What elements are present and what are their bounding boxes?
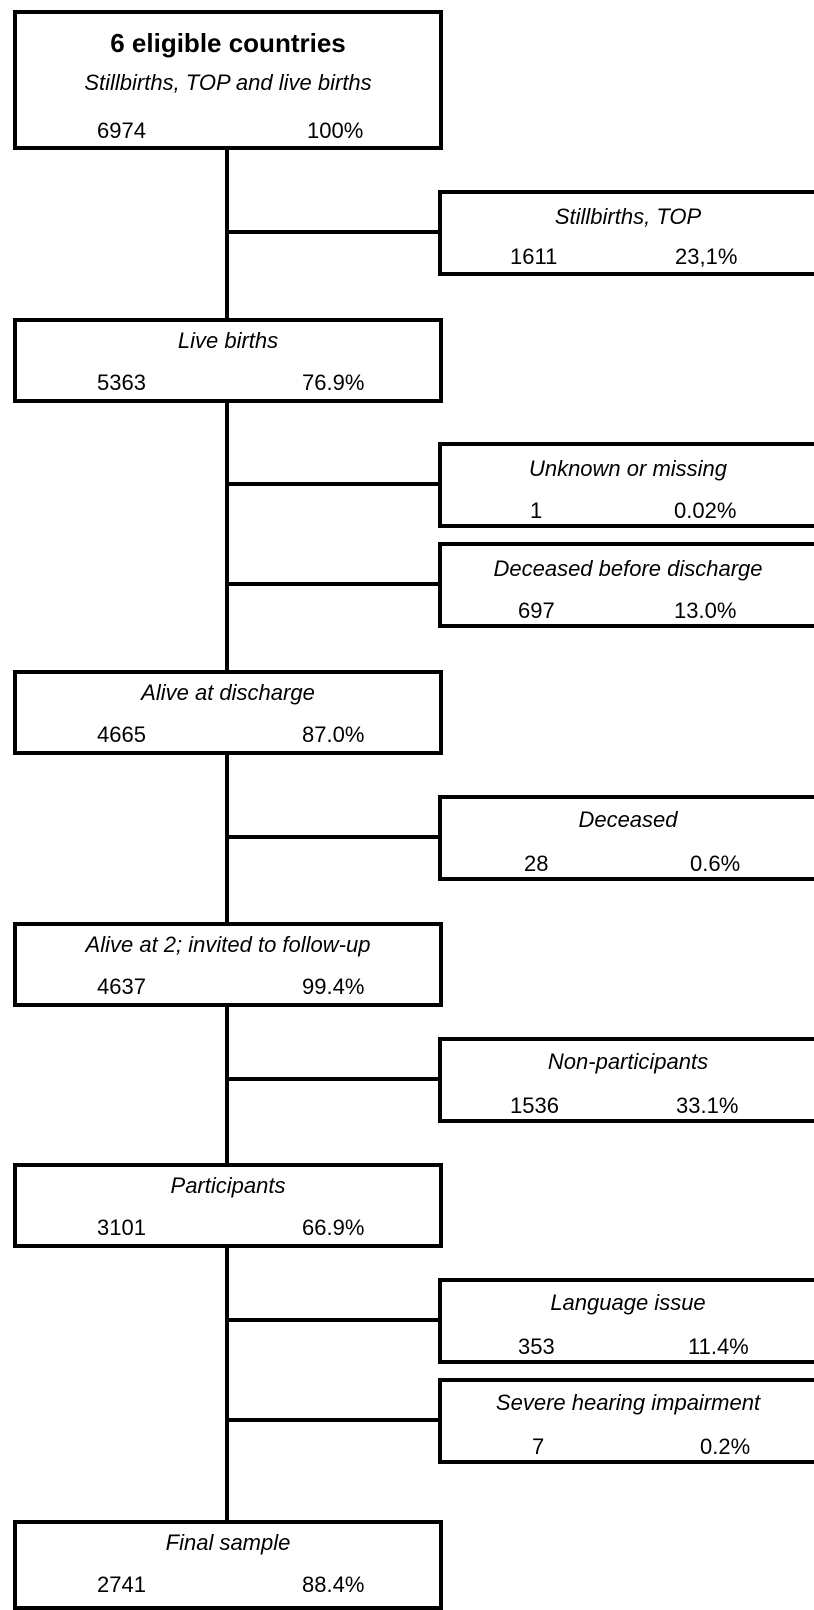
box-title: Final sample — [165, 1530, 291, 1555]
branch-line-deceased-before-discharge — [225, 582, 440, 586]
box-unknown-or-missing: Unknown or missing 1 0.02% — [438, 442, 814, 528]
box-count: 1611 — [510, 244, 558, 269]
box-percent: 99.4% — [302, 974, 365, 999]
box-count: 1 — [530, 498, 543, 523]
box-count: 28 — [524, 851, 549, 876]
box-count: 7 — [532, 1434, 545, 1459]
box-count: 5363 — [97, 370, 146, 395]
box-percent: 87.0% — [302, 722, 365, 747]
box-percent: 0.6% — [690, 851, 741, 876]
box-title: Alive at discharge — [141, 680, 315, 705]
box-count: 4637 — [97, 974, 146, 999]
box-non-participants: Non-participants 1536 33.1% — [438, 1037, 814, 1123]
box-percent: 88.4% — [302, 1572, 365, 1597]
branch-line-non-participants — [225, 1077, 440, 1081]
box-percent: 0.02% — [674, 498, 737, 523]
box-title: Participants — [170, 1173, 286, 1198]
branch-line-hearing-impairment — [225, 1418, 440, 1422]
box-count: 2741 — [97, 1572, 146, 1597]
box-title: Stillbirths, TOP — [554, 204, 702, 229]
box-final-sample: Final sample 2741 88.4% — [13, 1520, 443, 1610]
branch-line-unknown — [225, 482, 440, 486]
box-count: 4665 — [97, 722, 146, 747]
box-count: 3101 — [97, 1215, 146, 1240]
box-deceased: Deceased 28 0.6% — [438, 795, 814, 881]
box-percent: 33.1% — [676, 1093, 739, 1118]
box-title: 6 eligible countries — [110, 28, 346, 58]
box-count: 353 — [518, 1334, 555, 1359]
branch-line-language-issue — [225, 1318, 440, 1322]
box-percent: 11.4% — [688, 1334, 749, 1359]
box-subtitle: Stillbirths, TOP and live births — [84, 70, 372, 95]
box-invited-follow-up: Alive at 2; invited to follow-up 4637 99… — [13, 922, 443, 1007]
box-title: Alive at 2; invited to follow-up — [85, 932, 371, 957]
box-percent: 100% — [307, 118, 364, 143]
box-title: Severe hearing impairment — [495, 1390, 761, 1415]
box-title: Unknown or missing — [528, 456, 728, 481]
box-percent: 23,1% — [675, 244, 738, 269]
box-deceased-before-discharge: Deceased before discharge 697 13.0% — [438, 542, 814, 628]
box-participants: Participants 3101 66.9% — [13, 1163, 443, 1248]
box-stillbirths-top: Stillbirths, TOP 1611 23,1% — [438, 190, 814, 276]
box-live-births: Live births 5363 76.9% — [13, 318, 443, 403]
box-percent: 13.0% — [674, 598, 737, 623]
box-percent: 0.2% — [700, 1434, 751, 1459]
branch-line-deceased — [225, 835, 440, 839]
box-language-issue: Language issue 353 11.4% — [438, 1278, 814, 1364]
box-count: 697 — [518, 598, 555, 623]
box-title: Non-participants — [547, 1049, 709, 1074]
box-alive-at-discharge: Alive at discharge 4665 87.0% — [13, 670, 443, 755]
box-count: 1536 — [510, 1093, 559, 1118]
box-eligible-countries: 6 eligible countries Stillbirths, TOP an… — [13, 10, 443, 150]
box-title: Deceased — [578, 807, 678, 832]
box-percent: 76.9% — [302, 370, 365, 395]
box-title: Deceased before discharge — [493, 556, 763, 581]
box-severe-hearing-impairment: Severe hearing impairment 7 0.2% — [438, 1378, 814, 1464]
box-title: Language issue — [550, 1290, 706, 1315]
box-count: 6974 — [97, 118, 146, 143]
branch-line-stillbirths — [225, 230, 440, 234]
box-percent: 66.9% — [302, 1215, 365, 1240]
box-title: Live births — [177, 328, 279, 353]
